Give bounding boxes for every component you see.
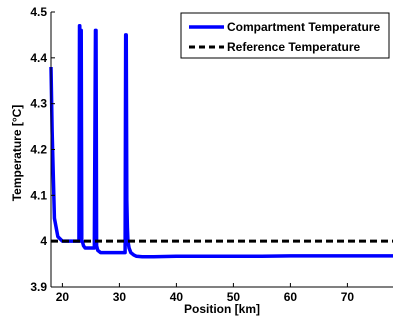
legend-label-compartment: Compartment Temperature [227, 20, 380, 34]
plot-layer [49, 24, 393, 259]
x-tick-label: 50 [227, 290, 241, 304]
axes: 20 30 40 50 60 70 3.9 4 4.1 4.2 4.3 4.4 4.5 [30, 5, 393, 304]
x-tick-label: 20 [56, 290, 70, 304]
legend: Compartment Temperature Reference Temper… [180, 12, 390, 59]
legend-box [180, 12, 390, 59]
y-tick-label: 4.2 [30, 143, 47, 157]
y-tick-label: 3.9 [30, 280, 47, 294]
y-tick-label: 4.4 [30, 51, 47, 65]
x-tick-label: 70 [341, 290, 355, 304]
y-tick-label: 4.5 [30, 5, 47, 19]
legend-label-reference: Reference Temperature [227, 40, 360, 54]
y-tick-label: 4.3 [30, 97, 47, 111]
y-axis-title: Temperature [°C] [10, 105, 24, 202]
x-tick-label: 30 [113, 290, 127, 304]
y-tick-label: 4 [40, 234, 47, 248]
y-tick-label: 4.1 [30, 188, 47, 202]
x-tick-label: 40 [170, 290, 184, 304]
x-axis-title: Position [km] [184, 302, 260, 316]
x-tick-label: 60 [284, 290, 298, 304]
series-line-compartment-temperature [49, 24, 393, 259]
